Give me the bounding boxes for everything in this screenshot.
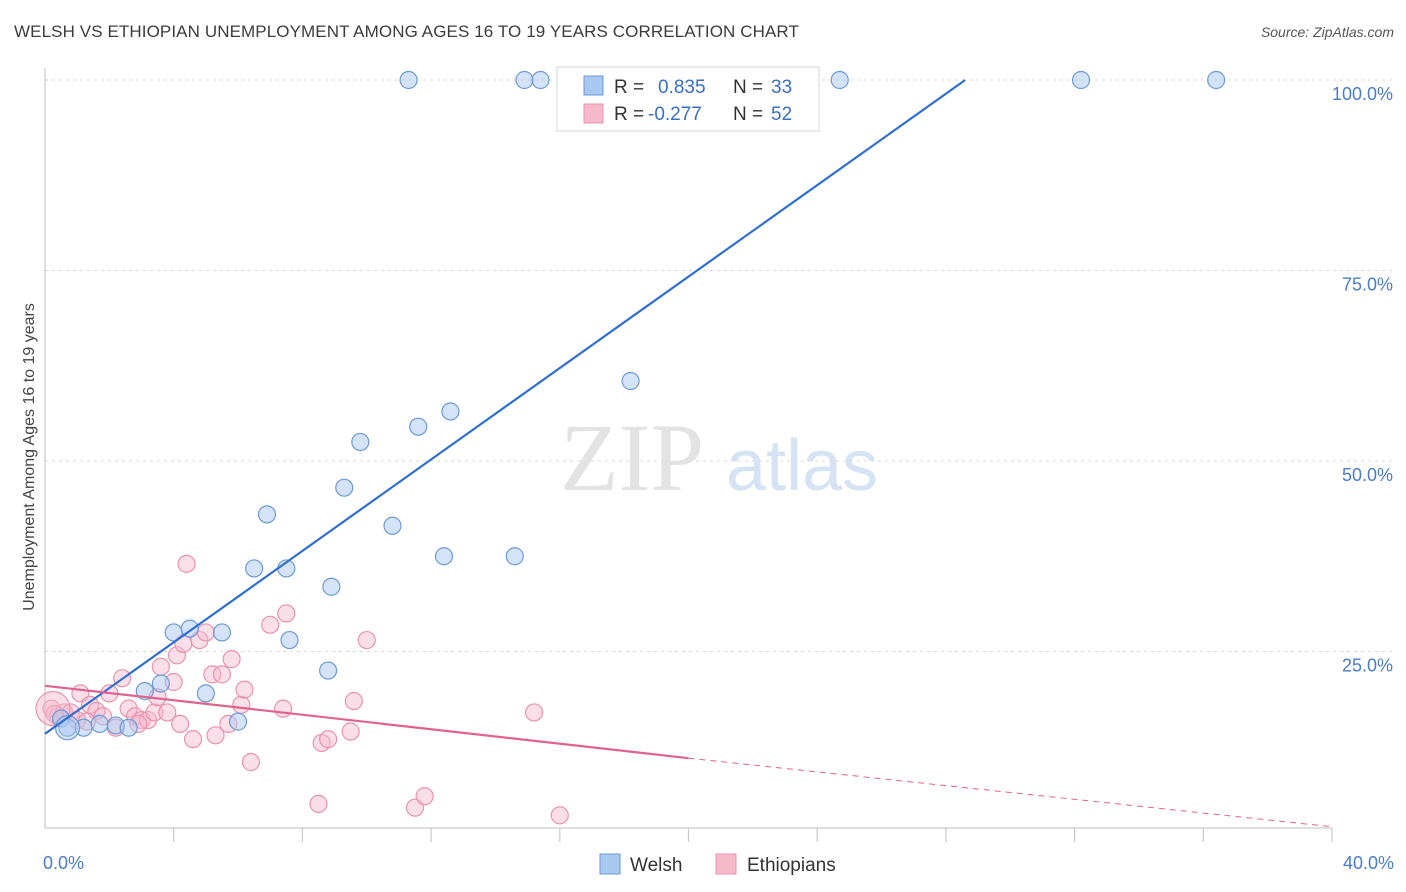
x-tick-label-max: 40.0%: [1343, 853, 1394, 873]
ethiopians-points: [35, 554, 569, 825]
legend-welsh-n-value: 33: [771, 77, 792, 98]
correlation-legend: R = 0.835 N = 33 R = -0.277 N = 52: [556, 66, 820, 132]
ethiopians-point: [151, 657, 170, 676]
ethiopians-point: [183, 730, 203, 749]
welsh-point: [280, 630, 299, 650]
welsh-point: [399, 70, 418, 90]
ethiopians-point: [261, 615, 280, 634]
welsh-point: [257, 505, 277, 524]
legend-welsh-r-value: 0.835: [658, 77, 706, 98]
ethiopians-point: [524, 703, 544, 722]
welsh-point: [434, 547, 454, 566]
ethiopians-point: [277, 604, 296, 623]
welsh-point: [319, 661, 338, 680]
bottom-legend-ethiopians: Ethiopians: [747, 855, 836, 876]
ethiopians-point: [206, 726, 225, 745]
ethiopians-point: [212, 665, 232, 684]
welsh-point: [351, 432, 370, 452]
bottom-legend-welsh: Welsh: [630, 855, 682, 876]
welsh-trendline: [44, 79, 966, 735]
legend-eth-r-label: R =: [614, 104, 644, 125]
watermark-atlas: atlas: [726, 426, 878, 506]
welsh-point: [531, 70, 550, 90]
ethiopians-point: [357, 630, 376, 650]
welsh-point: [228, 712, 248, 731]
ethiopians-point: [145, 703, 164, 722]
welsh-point: [151, 674, 170, 693]
watermark-zip: ZIP: [560, 404, 704, 511]
bottom-legend-swatch-welsh: [599, 853, 621, 875]
ethiopians-point: [177, 554, 196, 573]
ethiopians-trendline-extension: [688, 757, 1333, 828]
ethiopians-point: [158, 703, 177, 722]
y-tick-label: 100.0%: [1332, 84, 1393, 104]
ethiopians-point: [167, 646, 187, 665]
legend-eth-n-label: N =: [733, 104, 763, 125]
y-tick-label: 25.0%: [1342, 656, 1393, 676]
welsh-point: [1071, 70, 1091, 90]
welsh-point: [441, 402, 460, 421]
source-label: Source: ZipAtlas.com: [1260, 24, 1394, 40]
welsh-point: [54, 715, 81, 741]
series-legend: Welsh Ethiopians: [599, 853, 836, 876]
legend-welsh-r-label: R =: [614, 77, 644, 98]
ethiopians-point: [232, 695, 251, 714]
welsh-point: [409, 417, 428, 436]
trendlines: [44, 79, 1333, 828]
ethiopians-trendline: [44, 684, 689, 760]
legend-eth-n-value: 52: [771, 104, 792, 125]
x-axis-ticks: [173, 828, 1333, 842]
ethiopians-point: [235, 680, 254, 699]
ethiopians-point: [203, 665, 222, 684]
welsh-point: [830, 70, 849, 90]
welsh-point: [196, 684, 215, 703]
ethiopians-point: [344, 691, 363, 711]
y-tick-label: 75.0%: [1342, 275, 1393, 295]
ethiopians-point: [341, 722, 360, 741]
ethiopians-point: [550, 806, 569, 825]
ethiopians-point: [119, 699, 138, 718]
welsh-point: [212, 623, 232, 642]
welsh-point: [90, 714, 109, 733]
ethiopians-point: [196, 623, 215, 642]
welsh-point: [135, 682, 154, 701]
welsh-point: [335, 478, 354, 497]
legend-swatch-ethiopians: [583, 103, 604, 124]
welsh-point: [1207, 70, 1226, 90]
y-axis-tick-labels: 100.0% 75.0% 50.0% 25.0%: [1332, 84, 1393, 676]
ethiopians-point: [241, 752, 261, 772]
bottom-legend-swatch-ethiopians: [715, 853, 737, 875]
y-axis-title: Unemployment Among Ages 16 to 19 years: [21, 303, 38, 611]
ethiopians-point: [171, 714, 190, 733]
welsh-point: [322, 577, 341, 596]
y-tick-label: 50.0%: [1342, 465, 1393, 485]
legend-welsh-n-label: N =: [733, 77, 763, 98]
welsh-point: [119, 718, 138, 737]
ethiopians-point: [273, 699, 293, 718]
welsh-point: [383, 516, 402, 535]
welsh-point: [245, 559, 264, 578]
ethiopians-point: [222, 650, 241, 669]
ethiopians-point: [415, 787, 434, 806]
welsh-point: [505, 547, 524, 566]
welsh-point: [515, 70, 534, 90]
ethiopians-point: [309, 794, 328, 814]
x-tick-label-min: 0.0%: [43, 853, 84, 873]
ethiopians-point: [319, 730, 338, 749]
welsh-point: [621, 371, 640, 391]
legend-swatch-welsh: [583, 75, 604, 96]
legend-eth-r-value: -0.277: [648, 104, 702, 125]
chart-title: WELSH VS ETHIOPIAN UNEMPLOYMENT AMONG AG…: [14, 22, 799, 41]
ethiopians-point: [138, 710, 158, 730]
